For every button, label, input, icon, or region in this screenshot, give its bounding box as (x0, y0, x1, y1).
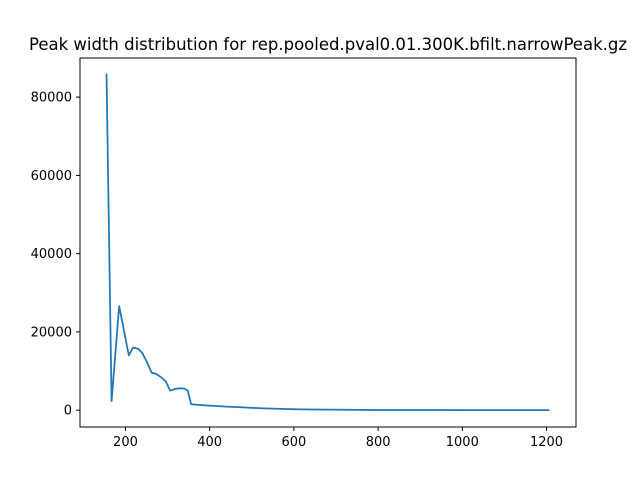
y-axis: 0 20000 40000 60000 80000 (31, 91, 80, 419)
y-tick-label: 40000 (31, 247, 72, 262)
series-line-0 (105, 73, 550, 412)
x-tick-label: 1200 (530, 435, 563, 450)
y-tick-label: 20000 (31, 325, 72, 340)
plot-area (80, 58, 576, 427)
x-tick-label: 600 (281, 435, 306, 450)
y-tick-label: 60000 (31, 169, 72, 184)
x-tick-label: 200 (113, 435, 138, 450)
chart-marks (105, 73, 550, 412)
x-axis: 200 400 600 800 1000 1200 (113, 427, 563, 450)
y-tick-label: 0 (64, 404, 72, 419)
x-tick-label: 800 (366, 435, 391, 450)
x-tick-label: 1000 (446, 435, 479, 450)
plot-frame (79, 57, 577, 428)
chart-title: Peak width distribution for rep.pooled.p… (29, 35, 627, 54)
x-tick-label: 400 (197, 435, 222, 450)
y-tick-label: 80000 (31, 91, 72, 106)
